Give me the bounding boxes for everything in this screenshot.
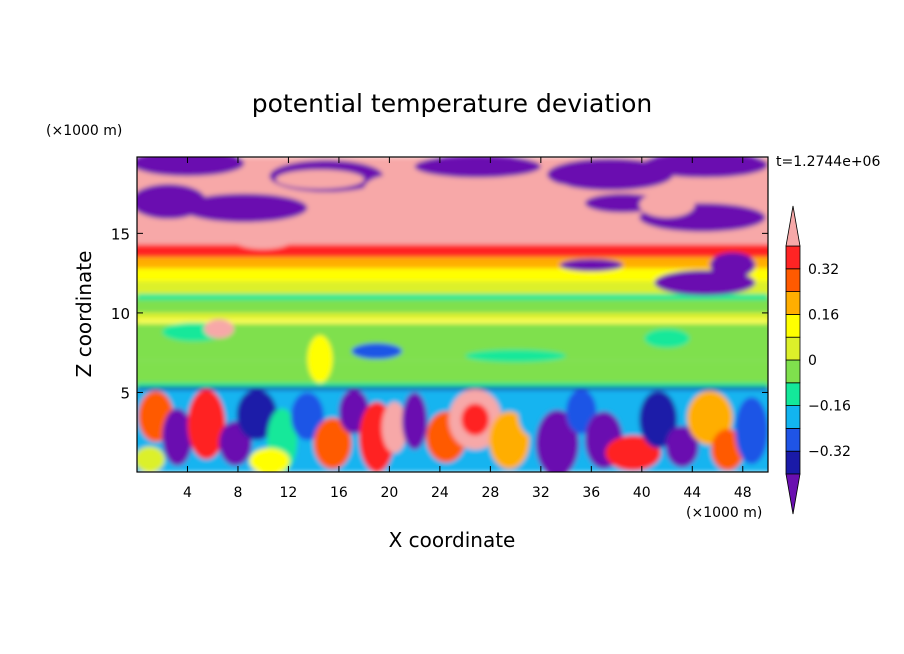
colorbar-swatch — [785, 313, 801, 338]
colorbar-label: 0.32 — [808, 262, 839, 278]
x-axis-label: X coordinate — [389, 528, 516, 552]
x-tick-label: 24 — [431, 485, 449, 501]
colorbar-swatch — [785, 336, 801, 361]
x-tick-label: 48 — [734, 485, 752, 501]
colorbar-min-triangle — [785, 473, 801, 515]
y-tick-label: 10 — [111, 305, 130, 323]
x-tick-label: 12 — [280, 485, 298, 501]
x-tick-label: 28 — [481, 485, 499, 501]
colorbar-swatch — [785, 382, 801, 406]
x-unit-label: (×1000 m) — [686, 505, 762, 521]
plot-frame — [136, 156, 769, 473]
x-tick-label: 8 — [233, 485, 242, 501]
colorbar-swatch — [785, 245, 801, 270]
chart-title: potential temperature deviation — [252, 89, 652, 118]
colorbar-label: 0 — [808, 353, 817, 369]
time-label: t=1.2744e+06 — [776, 154, 880, 170]
x-tick-label: 44 — [683, 485, 701, 501]
y-axis-label: Z coordinate — [72, 251, 96, 378]
x-tick-label: 32 — [532, 485, 550, 501]
x-tick-label: 4 — [183, 485, 192, 501]
x-axis: 4 8 12 16 20 24 28 32 36 40 44 48 — [183, 157, 752, 501]
heatmap-field — [137, 157, 768, 472]
x-tick-label: 40 — [633, 485, 651, 501]
x-tick-label: 36 — [582, 485, 600, 501]
colorbar-max-triangle — [785, 205, 801, 247]
colorbar-label: −0.16 — [808, 399, 851, 415]
y-axis: 5 10 15 — [111, 225, 768, 402]
colorbar-swatch — [785, 268, 801, 292]
colorbar-label: 0.16 — [808, 307, 839, 323]
colorbar-swatch — [785, 427, 801, 452]
colorbar-label: −0.32 — [808, 444, 851, 460]
x-tick-label: 16 — [330, 485, 348, 501]
colorbar: 0.32 0.16 0 −0.16 −0.32 — [785, 205, 851, 515]
y-unit-label: (×1000 m) — [46, 123, 122, 139]
y-tick-label: 15 — [111, 225, 130, 243]
colorbar-swatch — [785, 291, 801, 315]
colorbar-swatch — [785, 450, 801, 475]
y-tick-label: 5 — [120, 384, 130, 402]
colorbar-swatch — [785, 405, 801, 429]
colorbar-swatch — [785, 359, 801, 384]
x-tick-label: 20 — [380, 485, 398, 501]
